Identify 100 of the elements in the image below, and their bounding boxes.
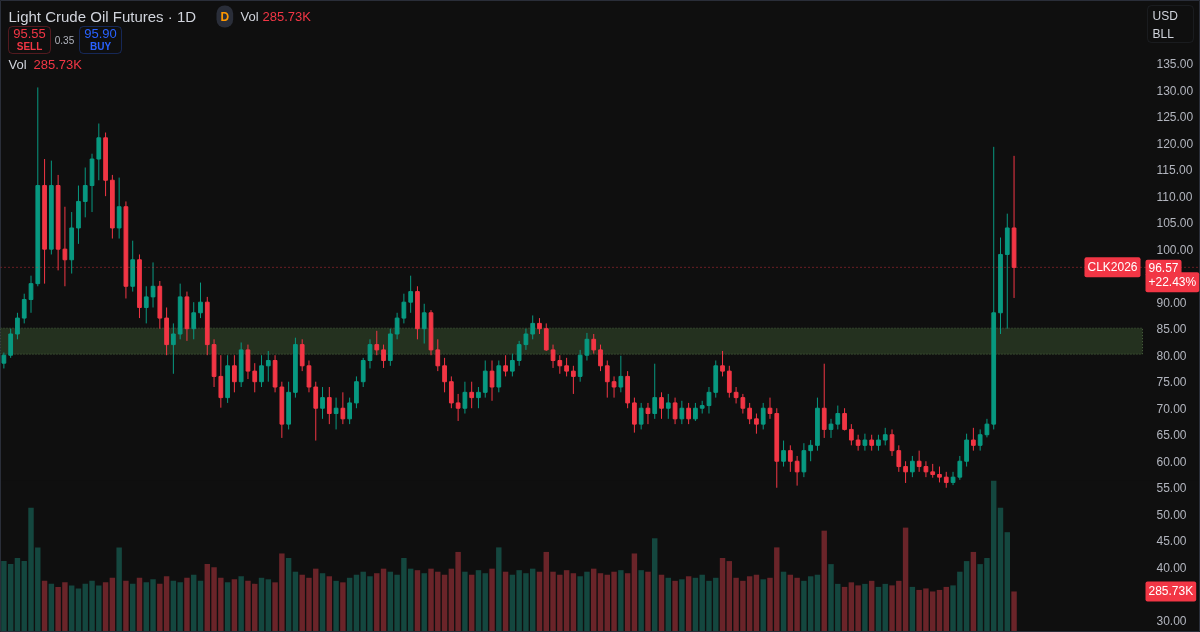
- y-tick-label: 120.00: [1156, 136, 1194, 151]
- bar: [68, 585, 75, 632]
- annotation: D: [220, 9, 230, 24]
- bar: [191, 574, 197, 632]
- candlestick: [937, 466, 942, 483]
- bar: [679, 579, 685, 632]
- bar: [129, 583, 136, 632]
- bar: [48, 583, 55, 632]
- bar: [597, 573, 604, 632]
- bar: [1004, 532, 1010, 632]
- annotation: +22.43%: [1148, 275, 1197, 290]
- bar: [868, 580, 875, 632]
- bar: [658, 574, 665, 632]
- y-tick-label: 130.00: [1156, 83, 1194, 98]
- y-tick-label: 110.00: [1156, 189, 1193, 204]
- bar: [353, 574, 360, 632]
- bar: [719, 558, 726, 632]
- annotation: Vol: [240, 9, 259, 24]
- y-tick-label: 135.00: [1156, 57, 1194, 72]
- bar: [224, 582, 231, 632]
- y-tick-label: 100.00: [1156, 242, 1194, 257]
- bar: [265, 579, 272, 632]
- bar: [468, 574, 475, 632]
- annotation: BUY: [89, 41, 112, 52]
- y-tick-label: 60.00: [1156, 454, 1187, 469]
- bar: [624, 573, 631, 632]
- bar: [475, 570, 482, 632]
- y-tick-label: 105.00: [1156, 216, 1194, 231]
- y-tick-label: 90.00: [1156, 295, 1187, 310]
- bar: [638, 570, 644, 632]
- bar: [631, 553, 638, 632]
- bar: [482, 573, 488, 632]
- bar: [753, 574, 760, 632]
- candlestick: [503, 354, 508, 377]
- bar: [570, 573, 577, 632]
- bar: [652, 538, 658, 632]
- bar: [109, 577, 116, 632]
- annotation: 96.57: [1148, 260, 1179, 275]
- bar: [231, 579, 238, 632]
- bar: [970, 551, 977, 632]
- candlestick: [564, 357, 569, 377]
- annotation: SELL: [16, 41, 43, 52]
- bar: [102, 582, 109, 632]
- bar: [116, 547, 122, 632]
- bar: [875, 586, 882, 632]
- bar: [14, 558, 21, 632]
- bar: [672, 580, 678, 632]
- y-tick-label: 80.00: [1156, 348, 1187, 363]
- bar: [536, 571, 543, 632]
- candlestick: [571, 365, 576, 395]
- bar: [374, 573, 380, 632]
- y-tick-label: 75.00: [1156, 375, 1187, 390]
- bar: [665, 577, 672, 632]
- bar: [197, 580, 204, 632]
- annotation: 95.90: [84, 26, 117, 41]
- y-tick-label: 50.00: [1156, 507, 1187, 522]
- bar: [75, 588, 82, 632]
- candlestick: [665, 393, 671, 420]
- candlestick: [754, 413, 759, 435]
- bar: [591, 568, 597, 632]
- bar: [1011, 591, 1017, 632]
- bar: [814, 574, 821, 632]
- bar: [780, 571, 787, 632]
- bar: [685, 576, 692, 632]
- bar: [841, 586, 848, 632]
- bar: [618, 570, 624, 632]
- bar: [319, 573, 326, 632]
- bar: [285, 558, 292, 632]
- y-tick-label: 125.00: [1156, 110, 1194, 125]
- candlestick: [971, 427, 976, 452]
- bar: [123, 580, 129, 632]
- bar: [882, 583, 888, 632]
- text: Light Crude Oil Futures · 1D: [8, 8, 197, 25]
- bar: [184, 577, 190, 632]
- bar: [326, 576, 333, 632]
- bar: [489, 568, 495, 632]
- annotation: 285.73K: [33, 57, 83, 72]
- annotation: 285.73K: [262, 9, 312, 24]
- y-tick-label: 85.00: [1156, 322, 1187, 337]
- candlestick: [374, 330, 380, 356]
- y-tick-label: 115.00: [1156, 163, 1193, 178]
- ref-line-label: CLK2026: [1087, 260, 1138, 275]
- annotation: USD: [1152, 8, 1179, 23]
- bar: [136, 577, 143, 632]
- annotation: BLL: [1152, 26, 1175, 41]
- bar: [862, 583, 868, 632]
- candlestick: [930, 463, 936, 479]
- bar: [909, 586, 916, 632]
- candlestick: [882, 427, 888, 446]
- candlestick: [720, 350, 725, 377]
- y-tick-label: 55.00: [1156, 481, 1187, 496]
- y-tick-label: 45.00: [1156, 534, 1187, 549]
- bar: [421, 573, 427, 632]
- y-tick-label: 70.00: [1156, 401, 1187, 416]
- y-tick-label: 40.00: [1156, 560, 1187, 575]
- y-tick-label: 65.00: [1156, 428, 1187, 443]
- candlestick: [869, 434, 875, 452]
- bar: [943, 586, 949, 632]
- bar: [340, 582, 346, 632]
- bar: [380, 568, 387, 632]
